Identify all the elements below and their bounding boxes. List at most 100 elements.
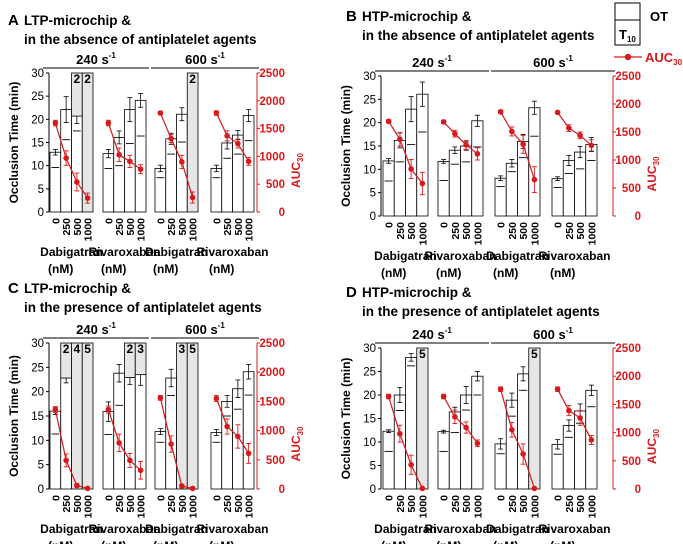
auc-point <box>577 415 583 421</box>
auc-line <box>215 112 250 162</box>
ot-bar <box>382 160 395 217</box>
auc-point <box>531 485 538 492</box>
auc-point <box>63 457 69 464</box>
auc-point <box>419 485 426 492</box>
category-tick-label: 1000 <box>586 495 598 519</box>
auc-point <box>105 120 112 126</box>
auc-line <box>500 111 535 180</box>
auc-point <box>105 406 112 413</box>
auc-point <box>497 386 504 392</box>
auc-point <box>554 109 561 116</box>
panel-title-line2: in the presence of antiplatelet agents <box>24 300 262 315</box>
auc-point <box>509 128 515 135</box>
ot-bar <box>154 168 167 213</box>
auc-point <box>385 393 392 400</box>
auc-point <box>452 130 458 137</box>
right-axis-tick-label: 2500 <box>615 71 641 83</box>
right-axis-tick-label: 0 <box>279 207 285 219</box>
category-tick-label: 0 <box>384 495 396 501</box>
auc-line <box>54 409 88 489</box>
right-axis-tick-label: 2000 <box>259 367 285 379</box>
occluded-count-label: 4 <box>74 342 81 356</box>
left-axis-tick-label: 20 <box>363 118 376 130</box>
occluded-count-label: 5 <box>531 347 538 361</box>
auc-point <box>52 406 59 413</box>
category-tick-label: 250 <box>61 495 73 513</box>
auc-point <box>224 423 230 430</box>
category-tick-label: 250 <box>222 218 234 236</box>
panel-letter: A <box>8 12 19 29</box>
left-axis-tick-label: 5 <box>38 460 44 472</box>
ot-bar <box>165 377 177 490</box>
auc-point <box>408 461 414 468</box>
shear-group-label: 240 s-1 <box>76 51 116 67</box>
panel-d: D HTP-microchip & in the presence of antip… <box>339 284 661 544</box>
ot-bar <box>134 99 147 213</box>
right-axis-tick-label: 1500 <box>615 399 641 411</box>
category-tick-label: 1000 <box>529 495 541 519</box>
ot-bar <box>49 151 62 213</box>
auc-line <box>443 396 478 444</box>
legend: T10 OT AUC30 <box>614 2 683 67</box>
category-tick-label: 250 <box>395 495 407 513</box>
drug-group-unit: (nM) <box>550 266 575 280</box>
auc-point <box>566 125 572 131</box>
auc-line <box>443 121 478 155</box>
auc-point <box>397 136 403 143</box>
category-tick-label: 250 <box>507 495 519 513</box>
right-axis-tick-label: 2000 <box>259 96 285 108</box>
left-axis-tick-label: 15 <box>363 414 376 426</box>
category-tick-label: 500 <box>575 495 587 513</box>
drug-group-label: Rivaroxaban <box>424 522 496 536</box>
right-axis-tick-label: 500 <box>266 455 285 467</box>
panel-letter: B <box>346 8 357 25</box>
y2-axis-label: AUC30 <box>645 429 661 464</box>
auc-point <box>474 151 481 157</box>
ot-bar <box>102 411 115 490</box>
right-axis-tick-label: 500 <box>622 183 641 195</box>
category-tick-label: 500 <box>575 222 587 240</box>
auc-point <box>74 179 80 185</box>
auc-point <box>385 118 392 125</box>
category-tick-label: 1000 <box>472 222 484 246</box>
left-axis-tick-label: 10 <box>363 437 376 449</box>
auc-line <box>107 409 142 471</box>
right-axis-tick-label: 0 <box>279 484 285 496</box>
auc-point <box>497 109 504 115</box>
category-tick-label: 1000 <box>586 222 598 246</box>
right-axis-tick-label: 1000 <box>259 151 285 163</box>
left-axis-tick-label: 20 <box>363 390 376 402</box>
auc-point <box>474 440 481 447</box>
drug-group-label: Rivaroxaban <box>424 249 496 263</box>
category-tick-label: 1000 <box>244 218 256 242</box>
y-axis-label: Occlusion Time (min) <box>339 85 353 207</box>
category-tick-label: 0 <box>155 218 167 224</box>
y-axis-label: Occlusion Time (min) <box>7 82 21 204</box>
shear-group-label: 600 s-1 <box>185 321 225 337</box>
panel-a: A LTP-microchip & in the absence of antipl… <box>7 12 305 276</box>
auc-line <box>215 398 250 454</box>
auc-line <box>159 397 193 490</box>
auc-line <box>54 122 89 199</box>
y2-axis-label: AUC30 <box>645 156 661 191</box>
right-axis-tick-label: 0 <box>635 211 641 223</box>
drug-group-unit: (nM) <box>48 262 73 276</box>
auc-point <box>520 141 526 148</box>
category-tick-label: 250 <box>564 495 576 513</box>
left-axis-tick-label: 5 <box>370 188 376 200</box>
auc-point <box>463 142 469 148</box>
left-axis-tick-label: 0 <box>370 211 376 223</box>
drug-group-unit: (nM) <box>209 262 234 276</box>
auc-point <box>168 441 174 447</box>
category-tick-label: 1000 <box>188 495 200 519</box>
category-tick-label: 1000 <box>244 495 256 519</box>
category-tick-label: 250 <box>166 495 178 513</box>
category-tick-label: 500 <box>177 495 189 513</box>
occluded-count-label: 5 <box>189 342 196 356</box>
category-tick-label: 500 <box>177 218 189 236</box>
right-axis-tick-label: 500 <box>622 456 641 468</box>
ot-bar <box>124 377 136 490</box>
drug-group-unit: (nM) <box>209 539 234 544</box>
left-axis-tick-label: 5 <box>38 184 44 196</box>
ot-bar <box>562 160 575 217</box>
